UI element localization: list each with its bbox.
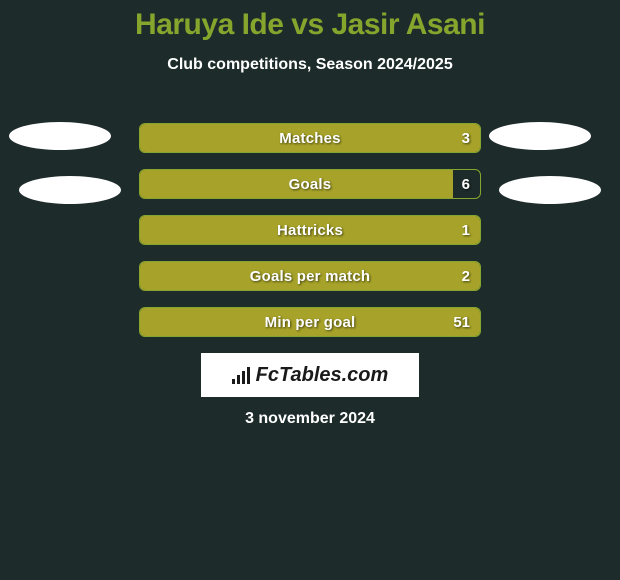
stat-bar-row: Goals per match2 bbox=[139, 261, 481, 291]
page-title: Haruya Ide vs Jasir Asani bbox=[0, 0, 620, 42]
stat-bar-label: Matches bbox=[140, 124, 480, 152]
page-subtitle: Club competitions, Season 2024/2025 bbox=[0, 56, 620, 74]
stat-bar-value: 6 bbox=[462, 170, 470, 198]
stat-bar-value: 3 bbox=[462, 124, 470, 152]
stat-bar-value: 1 bbox=[462, 216, 470, 244]
stat-bar-label: Goals bbox=[140, 170, 480, 198]
stat-bar-label: Min per goal bbox=[140, 308, 480, 336]
stat-bar-row: Goals6 bbox=[139, 169, 481, 199]
stat-bar-row: Matches3 bbox=[139, 123, 481, 153]
stat-bar-label: Hattricks bbox=[140, 216, 480, 244]
player-avatar bbox=[9, 122, 111, 150]
player-avatar bbox=[19, 176, 121, 204]
stat-bar-row: Min per goal51 bbox=[139, 307, 481, 337]
stat-bar-value: 51 bbox=[453, 308, 470, 336]
logo-text: FcTables.com bbox=[256, 364, 389, 387]
stat-bar-value: 2 bbox=[462, 262, 470, 290]
player-avatar bbox=[499, 176, 601, 204]
stat-bar-label: Goals per match bbox=[140, 262, 480, 290]
stats-bars: Matches3 Goals6 Hattricks1 Goals per match2… bbox=[139, 123, 481, 353]
logo-chart-icon bbox=[232, 366, 250, 384]
stat-bar-row: Hattricks1 bbox=[139, 215, 481, 245]
logo-box: FcTables.com bbox=[201, 353, 419, 397]
player-avatar bbox=[489, 122, 591, 150]
date-label: 3 november 2024 bbox=[0, 410, 620, 428]
